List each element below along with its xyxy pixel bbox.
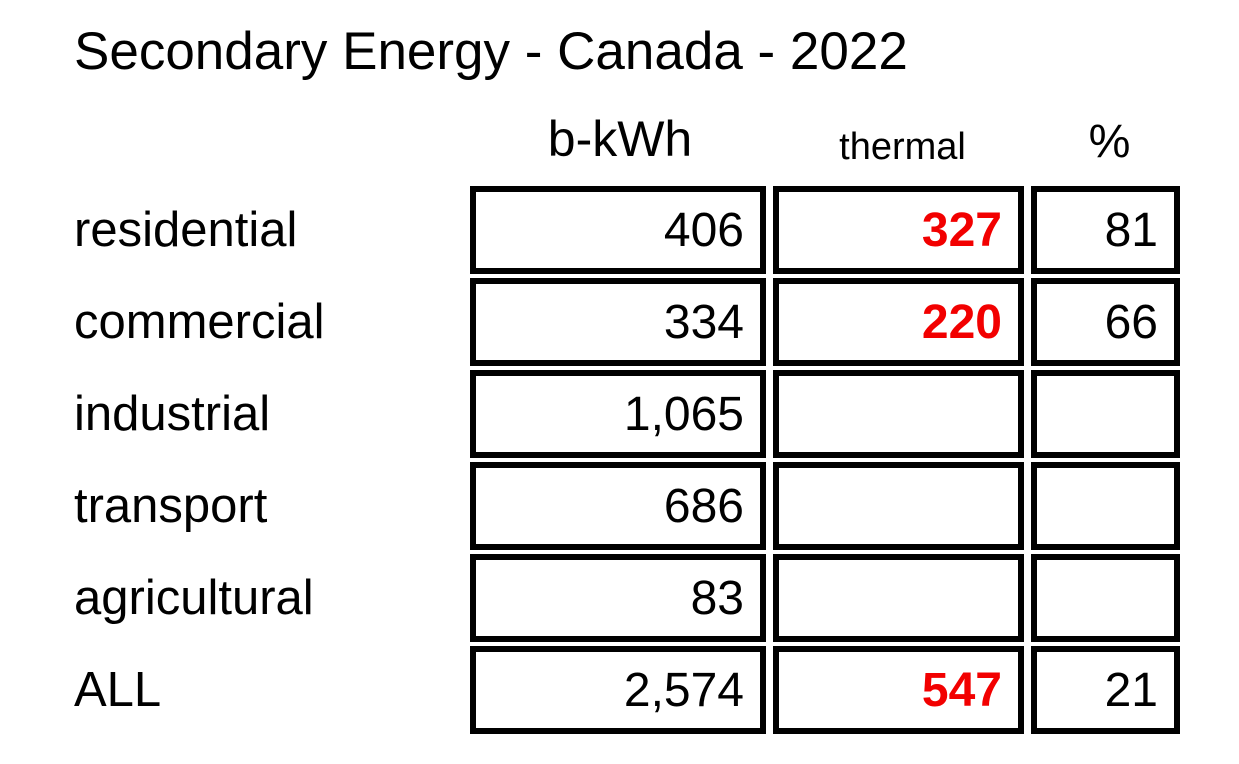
row-label-industrial: industrial [74, 387, 271, 441]
cell-residential-b-kwh: 406 [470, 186, 766, 274]
cell-industrial-percent [1031, 370, 1180, 458]
column-header-thermal: thermal [839, 126, 966, 168]
cell-residential-thermal: 327 [773, 186, 1024, 274]
cell-commercial-thermal: 220 [773, 278, 1024, 366]
cell-agricultural-b-kwh: 83 [470, 554, 766, 642]
column-header-percent: % [1088, 114, 1131, 167]
cell-industrial-thermal [773, 370, 1024, 458]
row-label-residential: residential [74, 203, 298, 257]
row-label-transport: transport [74, 479, 268, 533]
cell-agricultural-percent [1031, 554, 1180, 642]
cell-transport-thermal [773, 462, 1024, 550]
row-label-commercial: commercial [74, 295, 325, 349]
row-label-column: residential commercial industrial transp… [74, 186, 464, 734]
cell-commercial-b-kwh: 334 [470, 278, 766, 366]
row-label-agricultural: agricultural [74, 571, 314, 625]
cell-transport-percent [1031, 462, 1180, 550]
page-title: Secondary Energy - Canada - 2022 [74, 22, 908, 81]
cell-residential-percent: 81 [1031, 186, 1180, 274]
cell-all-b-kwh: 2,574 [470, 646, 766, 734]
row-label-all: ALL [74, 663, 162, 717]
data-table: 406 327 81 334 220 66 1,065 686 83 2,574… [470, 186, 1180, 734]
cell-all-percent: 21 [1031, 646, 1180, 734]
cell-industrial-b-kwh: 1,065 [470, 370, 766, 458]
cell-transport-b-kwh: 686 [470, 462, 766, 550]
cell-agricultural-thermal [773, 554, 1024, 642]
cell-all-thermal: 547 [773, 646, 1024, 734]
column-header-b-kwh: b-kWh [547, 111, 693, 167]
cell-commercial-percent: 66 [1031, 278, 1180, 366]
